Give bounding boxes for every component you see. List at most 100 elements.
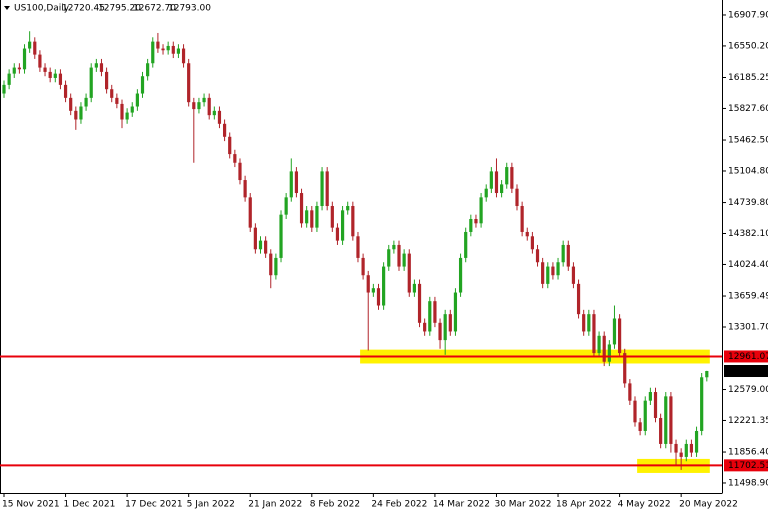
- candle-body: [233, 154, 237, 163]
- candle-body: [2, 84, 6, 94]
- candle-body: [146, 63, 150, 77]
- level-label: 11702.51: [728, 461, 768, 471]
- candle-body: [597, 335, 601, 354]
- level-label-box: [724, 350, 768, 363]
- candle-body: [366, 275, 370, 293]
- candle-body: [89, 67, 93, 98]
- candle-body: [669, 396, 673, 444]
- candle-body: [28, 41, 32, 49]
- candle-body: [335, 227, 340, 241]
- candle-body: [633, 400, 637, 423]
- candle-body: [479, 197, 483, 224]
- candle-body: [192, 102, 196, 110]
- candle-body: [130, 106, 134, 113]
- candle-body: [392, 244, 396, 250]
- candle-body: [330, 206, 334, 228]
- x-tick-label: 14 Mar 2022: [433, 500, 490, 510]
- candle-body: [423, 322, 427, 332]
- candle-body: [7, 73, 11, 85]
- candle-body: [571, 266, 576, 284]
- candle-body: [94, 63, 98, 68]
- candle-body: [643, 400, 647, 431]
- candle-body: [556, 262, 560, 276]
- candle-body: [176, 48, 181, 54]
- candle-body: [207, 97, 211, 116]
- x-tick-label: 8 Feb 2022: [310, 500, 360, 510]
- candle-body: [22, 48, 27, 70]
- candle-body: [530, 236, 534, 250]
- candle-body: [397, 244, 401, 267]
- candle-body: [535, 249, 540, 263]
- candle-body: [346, 206, 350, 211]
- candle-body: [664, 396, 668, 444]
- candle-body: [510, 167, 514, 189]
- x-tick-label: 5 Jan 2022: [187, 500, 235, 510]
- x-tick-label: 20 May 2022: [679, 500, 738, 510]
- candle-body: [464, 231, 468, 258]
- candle-body: [248, 197, 252, 228]
- candle-body: [284, 197, 288, 215]
- candle-body: [679, 452, 683, 457]
- candle-body: [264, 240, 268, 254]
- candle-body: [12, 67, 16, 74]
- candle-body: [628, 383, 632, 401]
- candle-body: [74, 110, 78, 120]
- candle-body: [161, 48, 165, 51]
- x-tick-label: 30 Mar 2022: [494, 500, 551, 510]
- candle-body: [69, 97, 73, 111]
- chart-title: US100,Daily: [14, 4, 70, 14]
- candle-body: [135, 93, 139, 107]
- candle-body: [438, 322, 442, 341]
- candle-body: [566, 244, 570, 267]
- candle-body: [294, 171, 299, 194]
- candle-body: [525, 231, 529, 237]
- candle-body: [433, 301, 437, 323]
- candle-body: [299, 193, 304, 224]
- candle-body: [151, 41, 155, 64]
- candle-body: [99, 63, 104, 72]
- candle-body: [376, 288, 381, 306]
- candle-body: [315, 206, 319, 228]
- candle-body: [79, 106, 83, 120]
- y-tick-label: 15462.50: [728, 136, 768, 146]
- x-tick-label: 15 Nov 2021: [2, 500, 60, 510]
- candle-body: [166, 45, 170, 51]
- y-tick-label: 12221.35: [728, 416, 768, 426]
- candle-body: [361, 257, 365, 276]
- candle-body: [674, 443, 678, 453]
- candle-body: [592, 314, 596, 354]
- candle-body: [325, 171, 329, 207]
- candle-body: [623, 353, 627, 384]
- candle-body: [602, 335, 606, 362]
- plot: [2, 31, 709, 470]
- candle-body: [238, 162, 242, 181]
- x-tick-label: 4 May 2022: [618, 500, 671, 510]
- y-tick-label: 13659.49: [728, 292, 768, 302]
- candle-body: [274, 257, 278, 276]
- candle-body: [253, 227, 257, 250]
- low-info: 12672.70: [133, 4, 176, 14]
- candle-body: [371, 288, 375, 293]
- y-tick-label: 14382.10: [728, 229, 768, 239]
- symbol-menu-icon[interactable]: [4, 6, 10, 10]
- candle-body: [110, 89, 114, 98]
- candle-body: [484, 188, 488, 198]
- candle-body: [202, 97, 206, 103]
- candle-body: [125, 112, 129, 120]
- candle-body: [48, 71, 52, 78]
- last-price-label: 12793.00: [728, 367, 768, 377]
- close-info: 12793.00: [168, 4, 211, 14]
- candle-body: [269, 253, 273, 276]
- candle-body: [520, 206, 524, 232]
- candle-body: [105, 71, 109, 90]
- candle-body: [340, 210, 345, 241]
- candle-body: [705, 371, 709, 378]
- candle-body: [387, 249, 391, 267]
- candle-body: [428, 301, 432, 332]
- candle-body: [582, 314, 586, 332]
- candle-body: [541, 262, 545, 284]
- candle-body: [489, 171, 493, 189]
- candle-body: [551, 266, 555, 276]
- candle-body: [181, 48, 186, 64]
- candle-body: [33, 41, 37, 55]
